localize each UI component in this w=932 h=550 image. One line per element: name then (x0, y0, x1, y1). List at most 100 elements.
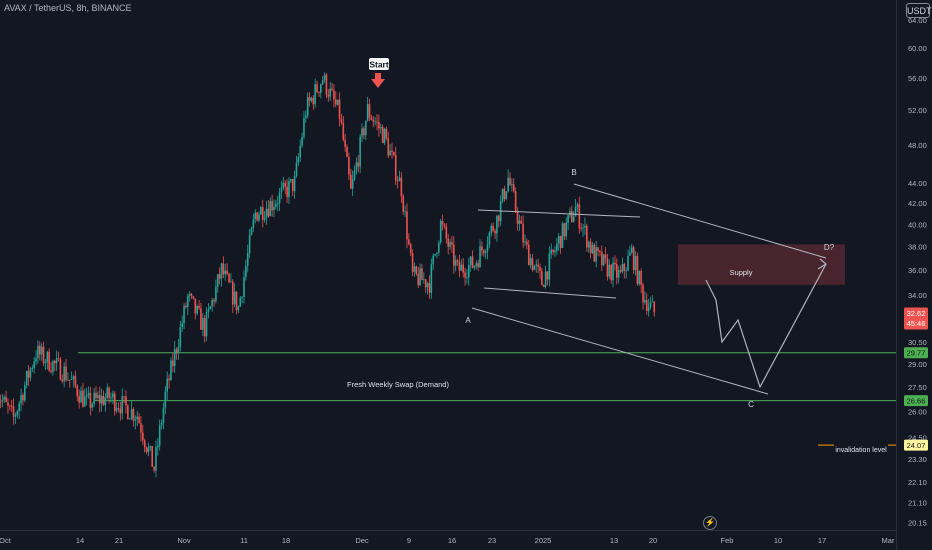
zones-layer (78, 244, 896, 446)
candle-body (359, 136, 361, 167)
price-axis[interactable]: 64.00 60.00 56.00 52.00 48.00 44.00 42.00 40.00… (908, 16, 927, 527)
candle-body (172, 360, 174, 367)
candle-body (76, 386, 79, 397)
candle-body (338, 99, 341, 119)
candle-body (57, 358, 60, 359)
candle-body (31, 367, 34, 369)
time-tick-label: 21 (115, 536, 123, 545)
candle-body (162, 407, 165, 423)
candle-body (233, 291, 236, 305)
candle-body (130, 409, 133, 419)
candle-body (462, 264, 464, 273)
candle-body (546, 271, 549, 280)
candle-body (228, 273, 230, 283)
flag-lower-line[interactable] (483, 287, 617, 299)
candle-body (316, 84, 318, 93)
candle-body (394, 155, 397, 181)
candle-body (518, 220, 521, 224)
start-marker: Start (369, 58, 389, 88)
candle-body (415, 266, 418, 275)
candle-body (653, 301, 656, 313)
price-tick-label: 64.00 (908, 16, 927, 25)
candle-body (430, 264, 433, 293)
candle-body (325, 74, 328, 95)
candle-body (310, 97, 313, 101)
candle-body (226, 270, 228, 274)
currency-button[interactable]: USDT (906, 3, 932, 18)
candle-body (70, 379, 73, 381)
candle-body (348, 156, 350, 175)
candle-body (331, 88, 333, 91)
candle-body (417, 274, 420, 286)
price-tick-label: 34.00 (908, 291, 927, 300)
candle-body (512, 184, 515, 192)
candle-body (336, 99, 339, 105)
candle-body (584, 225, 586, 228)
candle-body (61, 379, 64, 382)
candle-body (138, 416, 140, 424)
candle-body (383, 128, 386, 143)
candle-body (278, 192, 281, 204)
wave-c-label: C (748, 400, 754, 409)
candle-body (368, 104, 371, 118)
candle-body (168, 378, 170, 381)
price-tick-label: 60.00 (908, 44, 927, 53)
candle-body (271, 201, 273, 211)
candle-body (651, 301, 654, 303)
candle-body (231, 281, 234, 305)
candle-body (108, 387, 110, 398)
candle-body (158, 425, 161, 446)
candle-body (288, 181, 290, 197)
candle-body (599, 251, 601, 253)
candle-body (591, 244, 594, 254)
candle-body (353, 170, 356, 180)
symbol-title[interactable]: AVAX / TetherUS, 8h, BINANCE (4, 3, 132, 13)
flag-upper-line[interactable] (477, 209, 641, 218)
candle-body (218, 274, 221, 279)
candle-body (586, 225, 588, 248)
candle-body (145, 447, 148, 452)
candle-body (95, 392, 97, 398)
candle-body (576, 204, 579, 207)
candle-body (484, 251, 487, 254)
candle-body (39, 345, 41, 355)
candle-body (119, 408, 122, 414)
time-axis[interactable]: Oct 14 21 Nov 11 18 Dec 9 16 23 2025 13 20 Feb 10 17 Mar (0, 536, 895, 545)
candle-body (258, 214, 260, 221)
candle-body (542, 285, 545, 287)
candle-body (447, 238, 449, 247)
candle-body (511, 184, 513, 186)
candle-body (372, 119, 375, 122)
candle-body (565, 222, 568, 237)
candle-body (587, 241, 590, 248)
candle-body (426, 283, 429, 288)
candle-body (16, 410, 19, 416)
candle-body (55, 358, 58, 364)
candle-body (340, 118, 343, 123)
price-tick-label: 56.00 (908, 74, 927, 83)
candle-body (321, 80, 324, 85)
candle-body (78, 396, 80, 403)
candle-body (647, 306, 650, 312)
time-tick-label: 14 (76, 536, 84, 545)
candle-body (318, 92, 320, 93)
demand-zone-label: Fresh Weekly Swap (Demand) (347, 380, 449, 389)
candle-body (151, 446, 154, 467)
candle-body (404, 211, 406, 213)
candle-body (295, 162, 298, 177)
candle-body (649, 302, 652, 307)
candle-body (9, 405, 11, 407)
candle-body (597, 247, 599, 252)
supply-zone[interactable] (678, 244, 845, 285)
projected-path[interactable] (705, 263, 827, 389)
candle-body (507, 177, 509, 192)
candle-body (614, 262, 616, 265)
channel-lower-line[interactable] (471, 307, 769, 395)
lightning-icon[interactable]: ⚡ (703, 516, 717, 530)
candle-body (200, 308, 202, 330)
candle-body (125, 396, 127, 406)
channel-upper-line[interactable] (573, 183, 827, 259)
candle-body (644, 299, 646, 303)
candle-body (157, 445, 159, 448)
